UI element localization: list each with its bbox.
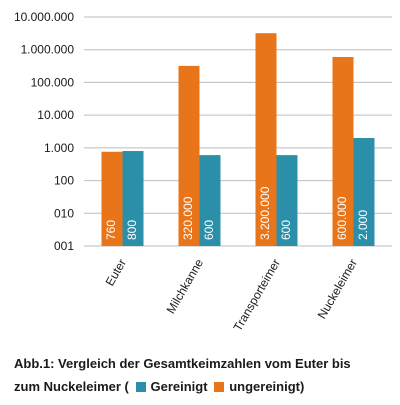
bar-ungereinigt: [332, 56, 354, 246]
caption-line-2-prefix: zum Nuckeleimer (: [14, 379, 129, 394]
y-tick-label: 10.000.000: [14, 10, 74, 24]
bar-gereinigt: [276, 155, 298, 246]
data-label: 600: [202, 220, 216, 240]
legend-swatch-gereinigt: [135, 382, 146, 392]
data-label: 760: [104, 220, 118, 240]
data-label: 600.000: [335, 196, 349, 240]
legend-label-gereinigt: Gereinigt: [150, 379, 208, 394]
data-label: 3.200.000: [258, 186, 272, 240]
bar-gereinigt: [122, 151, 144, 246]
y-tick-label: 100: [54, 174, 74, 188]
caption-line-1: Abb.1: Vergleich der Gesamtkeimzahlen vo…: [14, 356, 351, 371]
data-label: 320.000: [181, 196, 195, 240]
x-category-label: Euter: [103, 257, 129, 289]
caption-line-2: zum Nuckeleimer ( Gereinigt ungereinigt): [14, 375, 394, 398]
x-category-label: Nuckeleimer: [315, 256, 360, 321]
y-tick-label: 1.000: [44, 141, 74, 155]
y-tick-label: 1.000.000: [21, 43, 75, 57]
data-label: 800: [125, 220, 139, 240]
bar-chart: 001 010 100 1.000 10.000 100.000 1.000.000 10.0…: [14, 10, 392, 334]
bar-ungereinigt: [178, 65, 200, 246]
legend-label-ungereinigt: ungereinigt): [229, 379, 305, 394]
bar-gereinigt: [353, 138, 375, 246]
bar-ungereinigt: [101, 151, 123, 246]
bar-gereinigt: [199, 155, 221, 246]
bar-ungereinigt: [255, 33, 277, 247]
y-tick-label: 001: [54, 239, 74, 253]
y-tick-label: 010: [54, 206, 74, 220]
figure-caption: Abb.1: Vergleich der Gesamtkeimzahlen vo…: [14, 352, 394, 398]
data-label: 2.000: [356, 210, 370, 240]
legend-swatch-ungereinigt: [214, 382, 225, 392]
data-label: 600: [279, 220, 293, 240]
x-category-label: Milchkanne: [164, 256, 207, 316]
x-category-label: Transporteimer: [231, 257, 284, 334]
y-tick-label: 10.000: [37, 108, 74, 122]
y-tick-label: 100.000: [31, 75, 75, 89]
